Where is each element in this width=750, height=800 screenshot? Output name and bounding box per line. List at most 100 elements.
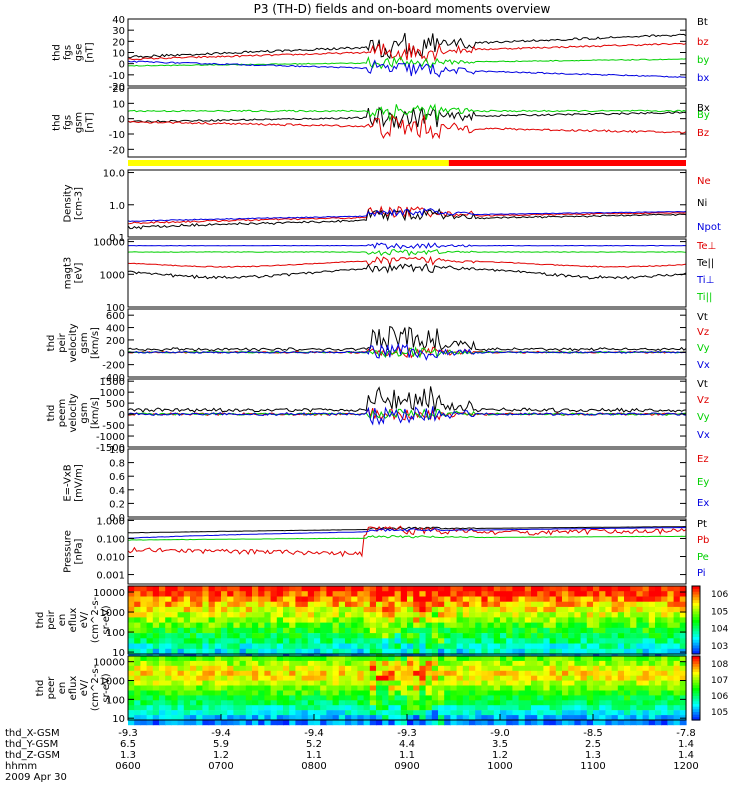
y-tick-label: -400 <box>102 373 125 384</box>
spectrogram-cell <box>617 665 625 671</box>
spectrogram-cell <box>376 660 383 667</box>
spectrogram-cell <box>642 601 650 608</box>
spectrogram-cell <box>444 695 451 701</box>
spectrogram-cell <box>388 643 396 649</box>
spectrogram-cell <box>351 601 358 608</box>
colorbar-label: 105 <box>711 708 728 718</box>
spectrogram-cell <box>450 665 458 671</box>
colorbar-step <box>692 639 700 644</box>
spectrogram-cell <box>407 638 414 644</box>
spectrogram-cell <box>128 601 135 608</box>
x-tick-label: 1.1 <box>399 750 415 761</box>
y-tick-label: 1.0 <box>109 201 125 212</box>
spectrogram-cell <box>419 586 427 592</box>
spectrogram-cell <box>276 705 284 711</box>
spectrogram-cell <box>673 627 681 634</box>
legend-entry: Te|| <box>696 258 714 269</box>
spectrogram-cell <box>543 617 551 623</box>
spectrogram-cell <box>283 680 290 686</box>
spectrogram-cell <box>506 680 513 686</box>
spectrogram-cell <box>667 643 675 649</box>
spectrogram-cell <box>301 586 309 592</box>
spectrogram-cell <box>574 591 582 597</box>
spectrogram-cell <box>537 705 544 711</box>
spectrogram-cell <box>593 638 600 644</box>
spectrogram-cell <box>301 705 309 711</box>
colorbar-step <box>692 637 700 641</box>
spectrogram-cell <box>202 670 210 676</box>
spectrogram-cell <box>642 705 650 711</box>
spectrogram-cell <box>128 665 135 671</box>
spectrogram-cell <box>345 705 352 711</box>
spectrogram-cell <box>425 648 433 655</box>
spectrogram-cell <box>171 617 179 623</box>
spectrogram-cell <box>506 720 513 726</box>
spectrogram-cell <box>165 638 172 644</box>
spectrogram-cell <box>369 617 377 623</box>
spectrogram-cell <box>462 680 470 686</box>
spectrogram-cell <box>338 675 346 681</box>
spectrogram-cell <box>152 695 160 701</box>
spectrogram-cell <box>357 656 365 662</box>
spectrogram-cell <box>444 648 451 655</box>
spectrogram-cell <box>537 638 544 644</box>
spectrogram-cell <box>301 601 309 608</box>
spectrogram-cell <box>679 660 687 667</box>
legend-entry: Vz <box>697 395 709 406</box>
spectrogram-cell <box>475 710 482 716</box>
spectrogram-cell <box>661 695 668 701</box>
spectrogram-cell <box>586 695 594 701</box>
spectrogram-cell <box>444 591 451 597</box>
spectrogram-cell <box>214 665 222 671</box>
spectrogram-cell <box>407 715 414 721</box>
spectrogram-cell <box>283 606 290 613</box>
spectrogram-cell <box>431 648 439 655</box>
spectrogram-cell <box>462 690 470 696</box>
colorbar-label: 106 <box>711 692 728 702</box>
spectrogram-cell <box>369 612 377 618</box>
spectrogram-cell <box>456 720 464 726</box>
spectrogram-cell <box>183 596 191 602</box>
spectrogram-cell <box>369 622 377 629</box>
spectrogram-cell <box>202 675 210 681</box>
legend-entry: Pe <box>697 552 709 563</box>
spectrogram-cell <box>518 638 526 644</box>
spectrogram-cell <box>469 612 476 618</box>
spectrogram-cell <box>568 638 575 644</box>
spectrogram-cell <box>190 656 197 662</box>
spectrogram-cell <box>252 665 259 671</box>
spectrogram-cell <box>655 685 662 691</box>
spectrogram-cell <box>444 633 451 639</box>
spectrogram-cell <box>493 586 501 592</box>
spectrogram-cell <box>469 700 476 706</box>
spectrogram-cell <box>307 705 315 711</box>
spectrogram-cell <box>469 660 476 667</box>
spectrogram-cell <box>252 617 259 623</box>
spectrogram-cell <box>146 633 154 639</box>
spectrogram-cell <box>611 656 619 662</box>
spectrogram-cell <box>165 700 172 706</box>
spectrogram-cell <box>146 665 154 671</box>
spectrogram-cell <box>438 675 445 681</box>
spectrogram-cell <box>376 685 383 691</box>
spectrogram-cell <box>208 715 216 721</box>
y-tick-label: 1.0 <box>109 445 125 456</box>
spectrogram-cell <box>562 690 569 696</box>
spectrogram-cell <box>624 638 631 644</box>
spectrogram-cell <box>543 720 551 726</box>
spectrogram-cell <box>326 601 334 608</box>
spectrogram-cell <box>586 643 594 649</box>
colorbar-step <box>692 625 700 630</box>
spectrogram-cell <box>307 680 315 686</box>
spectrogram-cell <box>326 690 334 696</box>
spectrogram-cell <box>332 675 340 681</box>
spectrogram-cell <box>450 720 458 726</box>
spectrogram-cell <box>574 685 582 691</box>
spectrogram-cell <box>580 710 588 716</box>
spectrogram-cell <box>673 705 681 711</box>
spectrogram-cell <box>543 700 551 706</box>
legend-entry: Bz <box>697 128 709 139</box>
spectrogram-cell <box>537 680 544 686</box>
spectrogram-cell <box>611 612 619 618</box>
